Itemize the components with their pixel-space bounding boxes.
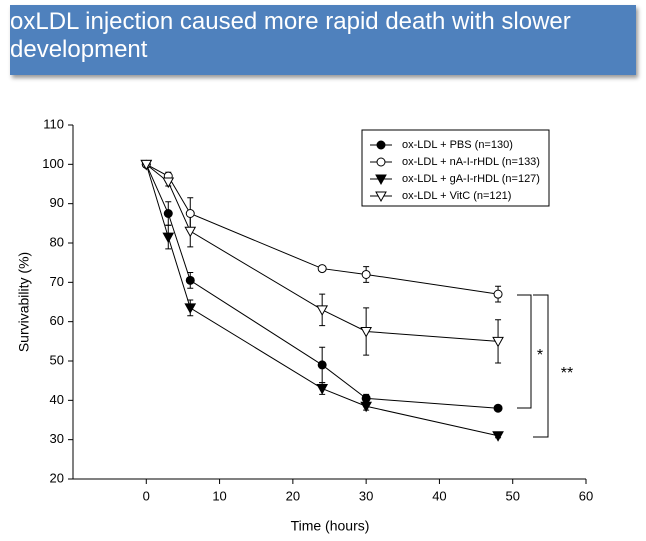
data-point xyxy=(316,384,329,395)
x-tick-label: 30 xyxy=(359,488,373,503)
annotation: ** xyxy=(561,365,573,382)
data-point xyxy=(493,289,503,299)
data-point xyxy=(360,327,372,338)
legend-marker xyxy=(375,191,387,203)
y-axis-label: Survivability (%) xyxy=(16,252,32,352)
legend-label: ox-LDL + VitC (n=121) xyxy=(402,190,511,202)
y-tick-label: 100 xyxy=(42,156,64,171)
data-point xyxy=(492,336,504,348)
x-tick-label: 60 xyxy=(579,488,593,503)
data-point xyxy=(361,269,371,279)
title-banner xyxy=(10,5,636,75)
data-point xyxy=(163,209,173,218)
annotation: * xyxy=(537,347,543,364)
legend-marker xyxy=(376,140,386,150)
y-tick-label: 90 xyxy=(50,195,64,210)
x-tick-label: 40 xyxy=(432,488,446,503)
y-tick-label: 80 xyxy=(50,234,64,249)
series-line xyxy=(145,164,499,409)
data-point xyxy=(184,303,197,314)
legend-entries: ox-LDL + PBS (n=130) ox-LDL + nA-I-rHDL (… xyxy=(370,139,540,203)
data-point xyxy=(360,401,372,413)
data-point xyxy=(162,177,175,189)
legend-marker xyxy=(376,157,386,167)
y-tick-label: 40 xyxy=(50,392,64,407)
legend-label: ox-LDL + PBS (n=130) xyxy=(402,139,513,151)
y-tick-label: 20 xyxy=(50,470,64,485)
x-tick-label: 50 xyxy=(505,488,519,503)
data-point xyxy=(361,393,371,403)
y-tick-label: 30 xyxy=(50,431,64,446)
y-tick-label: 70 xyxy=(50,274,64,289)
y-tick-label: 110 xyxy=(43,116,64,131)
data-point xyxy=(317,264,327,274)
y-tick-label: 50 xyxy=(50,352,64,367)
significance-bracket xyxy=(517,294,532,409)
legend-marker xyxy=(375,174,387,186)
data-point xyxy=(492,431,504,442)
x-tick-label: 0 xyxy=(143,488,150,503)
data-point xyxy=(184,226,197,238)
data-point xyxy=(185,275,195,285)
data-point xyxy=(140,159,153,171)
data-point xyxy=(493,403,503,413)
y-tick-label: 60 xyxy=(50,313,64,328)
legend-label: ox-LDL + gA-I-rHDL (n=127) xyxy=(402,173,540,185)
legend xyxy=(361,129,550,207)
x-tick-label: 10 xyxy=(212,488,226,503)
data-point xyxy=(317,360,327,370)
x-axis-label: Time (hours) xyxy=(291,518,370,534)
x-tick-label: 20 xyxy=(286,488,300,503)
slide-title: oxLDL injection caused more rapid death … xyxy=(10,8,571,63)
series-line xyxy=(145,164,499,437)
data-point xyxy=(185,209,195,218)
data-point xyxy=(162,232,175,244)
significance-bracket xyxy=(533,294,549,438)
data-point xyxy=(316,305,329,316)
legend-label: ox-LDL + nA-I-rHDL (n=133) xyxy=(402,156,540,168)
